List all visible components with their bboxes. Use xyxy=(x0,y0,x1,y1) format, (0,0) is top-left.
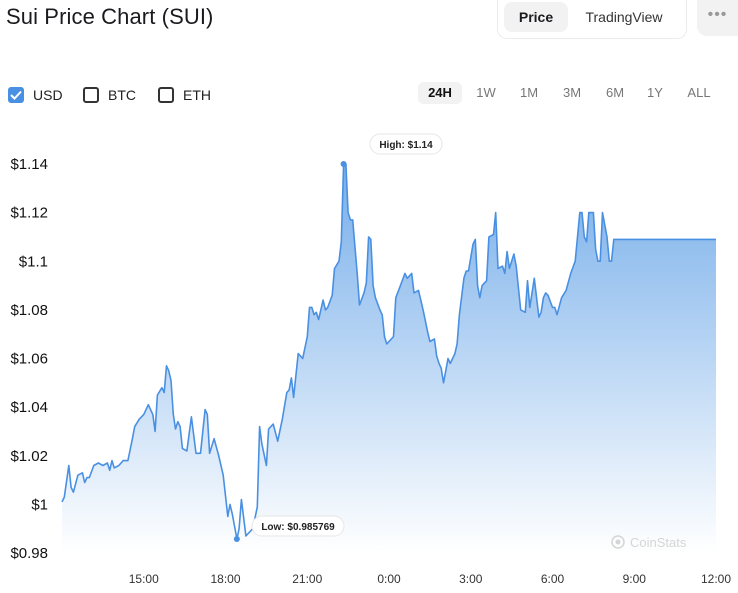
x-tick-label: 21:00 xyxy=(292,572,322,586)
price-line xyxy=(61,163,716,540)
range-1w[interactable]: 1W xyxy=(476,85,496,100)
high-label-text: High: $1.14 xyxy=(379,140,433,151)
currency-eth-option[interactable]: ETH xyxy=(158,85,211,105)
x-tick-label: 18:00 xyxy=(210,572,240,586)
y-tick-label: $1.06 xyxy=(10,351,48,368)
btc-checkbox[interactable] xyxy=(83,87,99,103)
range-1m[interactable]: 1M xyxy=(519,85,539,100)
currency-usd-option[interactable]: USD xyxy=(8,85,63,105)
range-all[interactable]: ALL xyxy=(687,85,711,100)
usd-checkbox[interactable] xyxy=(8,87,24,103)
eth-checkbox[interactable] xyxy=(158,87,174,103)
range-1y[interactable]: 1Y xyxy=(647,85,663,100)
low-label-box xyxy=(251,515,345,537)
price-area-fill xyxy=(62,164,716,553)
range-3m[interactable]: 3M xyxy=(562,85,582,100)
y-tick-label: $1 xyxy=(31,496,48,513)
low-point-marker xyxy=(233,535,240,542)
x-tick-label: 12:00 xyxy=(701,572,731,586)
view-toggle: Price TradingView xyxy=(497,0,687,39)
price-tab[interactable]: Price xyxy=(504,2,568,32)
high-label-box xyxy=(369,133,443,155)
usd-label: USD xyxy=(33,87,63,103)
x-tick-label: 3:00 xyxy=(459,572,483,586)
currency-btc-option[interactable]: BTC xyxy=(83,85,136,105)
x-tick-label: 15:00 xyxy=(129,572,159,586)
y-tick-label: $1.12 xyxy=(10,205,48,222)
btc-label: BTC xyxy=(108,87,136,103)
y-tick-label: $1.02 xyxy=(10,448,48,465)
y-tick-label: $0.98 xyxy=(10,545,48,562)
y-tick-label: $1.1 xyxy=(19,253,48,270)
x-tick-label: 9:00 xyxy=(623,572,647,586)
y-tick-label: $1.14 xyxy=(10,156,48,173)
low-label-text: Low: $0.985769 xyxy=(261,522,335,533)
range-24h[interactable]: 24H xyxy=(418,82,462,104)
more-options-button[interactable]: ••• xyxy=(697,0,738,36)
eth-label: ETH xyxy=(183,87,211,103)
page-title: Sui Price Chart (SUI) xyxy=(6,4,214,29)
x-tick-label: 6:00 xyxy=(541,572,565,586)
high-point-marker xyxy=(340,161,347,167)
watermark-text: CoinStats xyxy=(630,535,687,550)
coinstats-watermark: CoinStats xyxy=(611,535,687,550)
range-6m[interactable]: 6M xyxy=(605,85,625,100)
y-tick-label: $1.08 xyxy=(10,302,48,319)
y-tick-label: $1.04 xyxy=(10,399,48,416)
x-tick-label: 0:00 xyxy=(377,572,401,586)
checkmark-icon xyxy=(10,90,22,100)
tradingview-tab[interactable]: TradingView xyxy=(585,9,663,25)
